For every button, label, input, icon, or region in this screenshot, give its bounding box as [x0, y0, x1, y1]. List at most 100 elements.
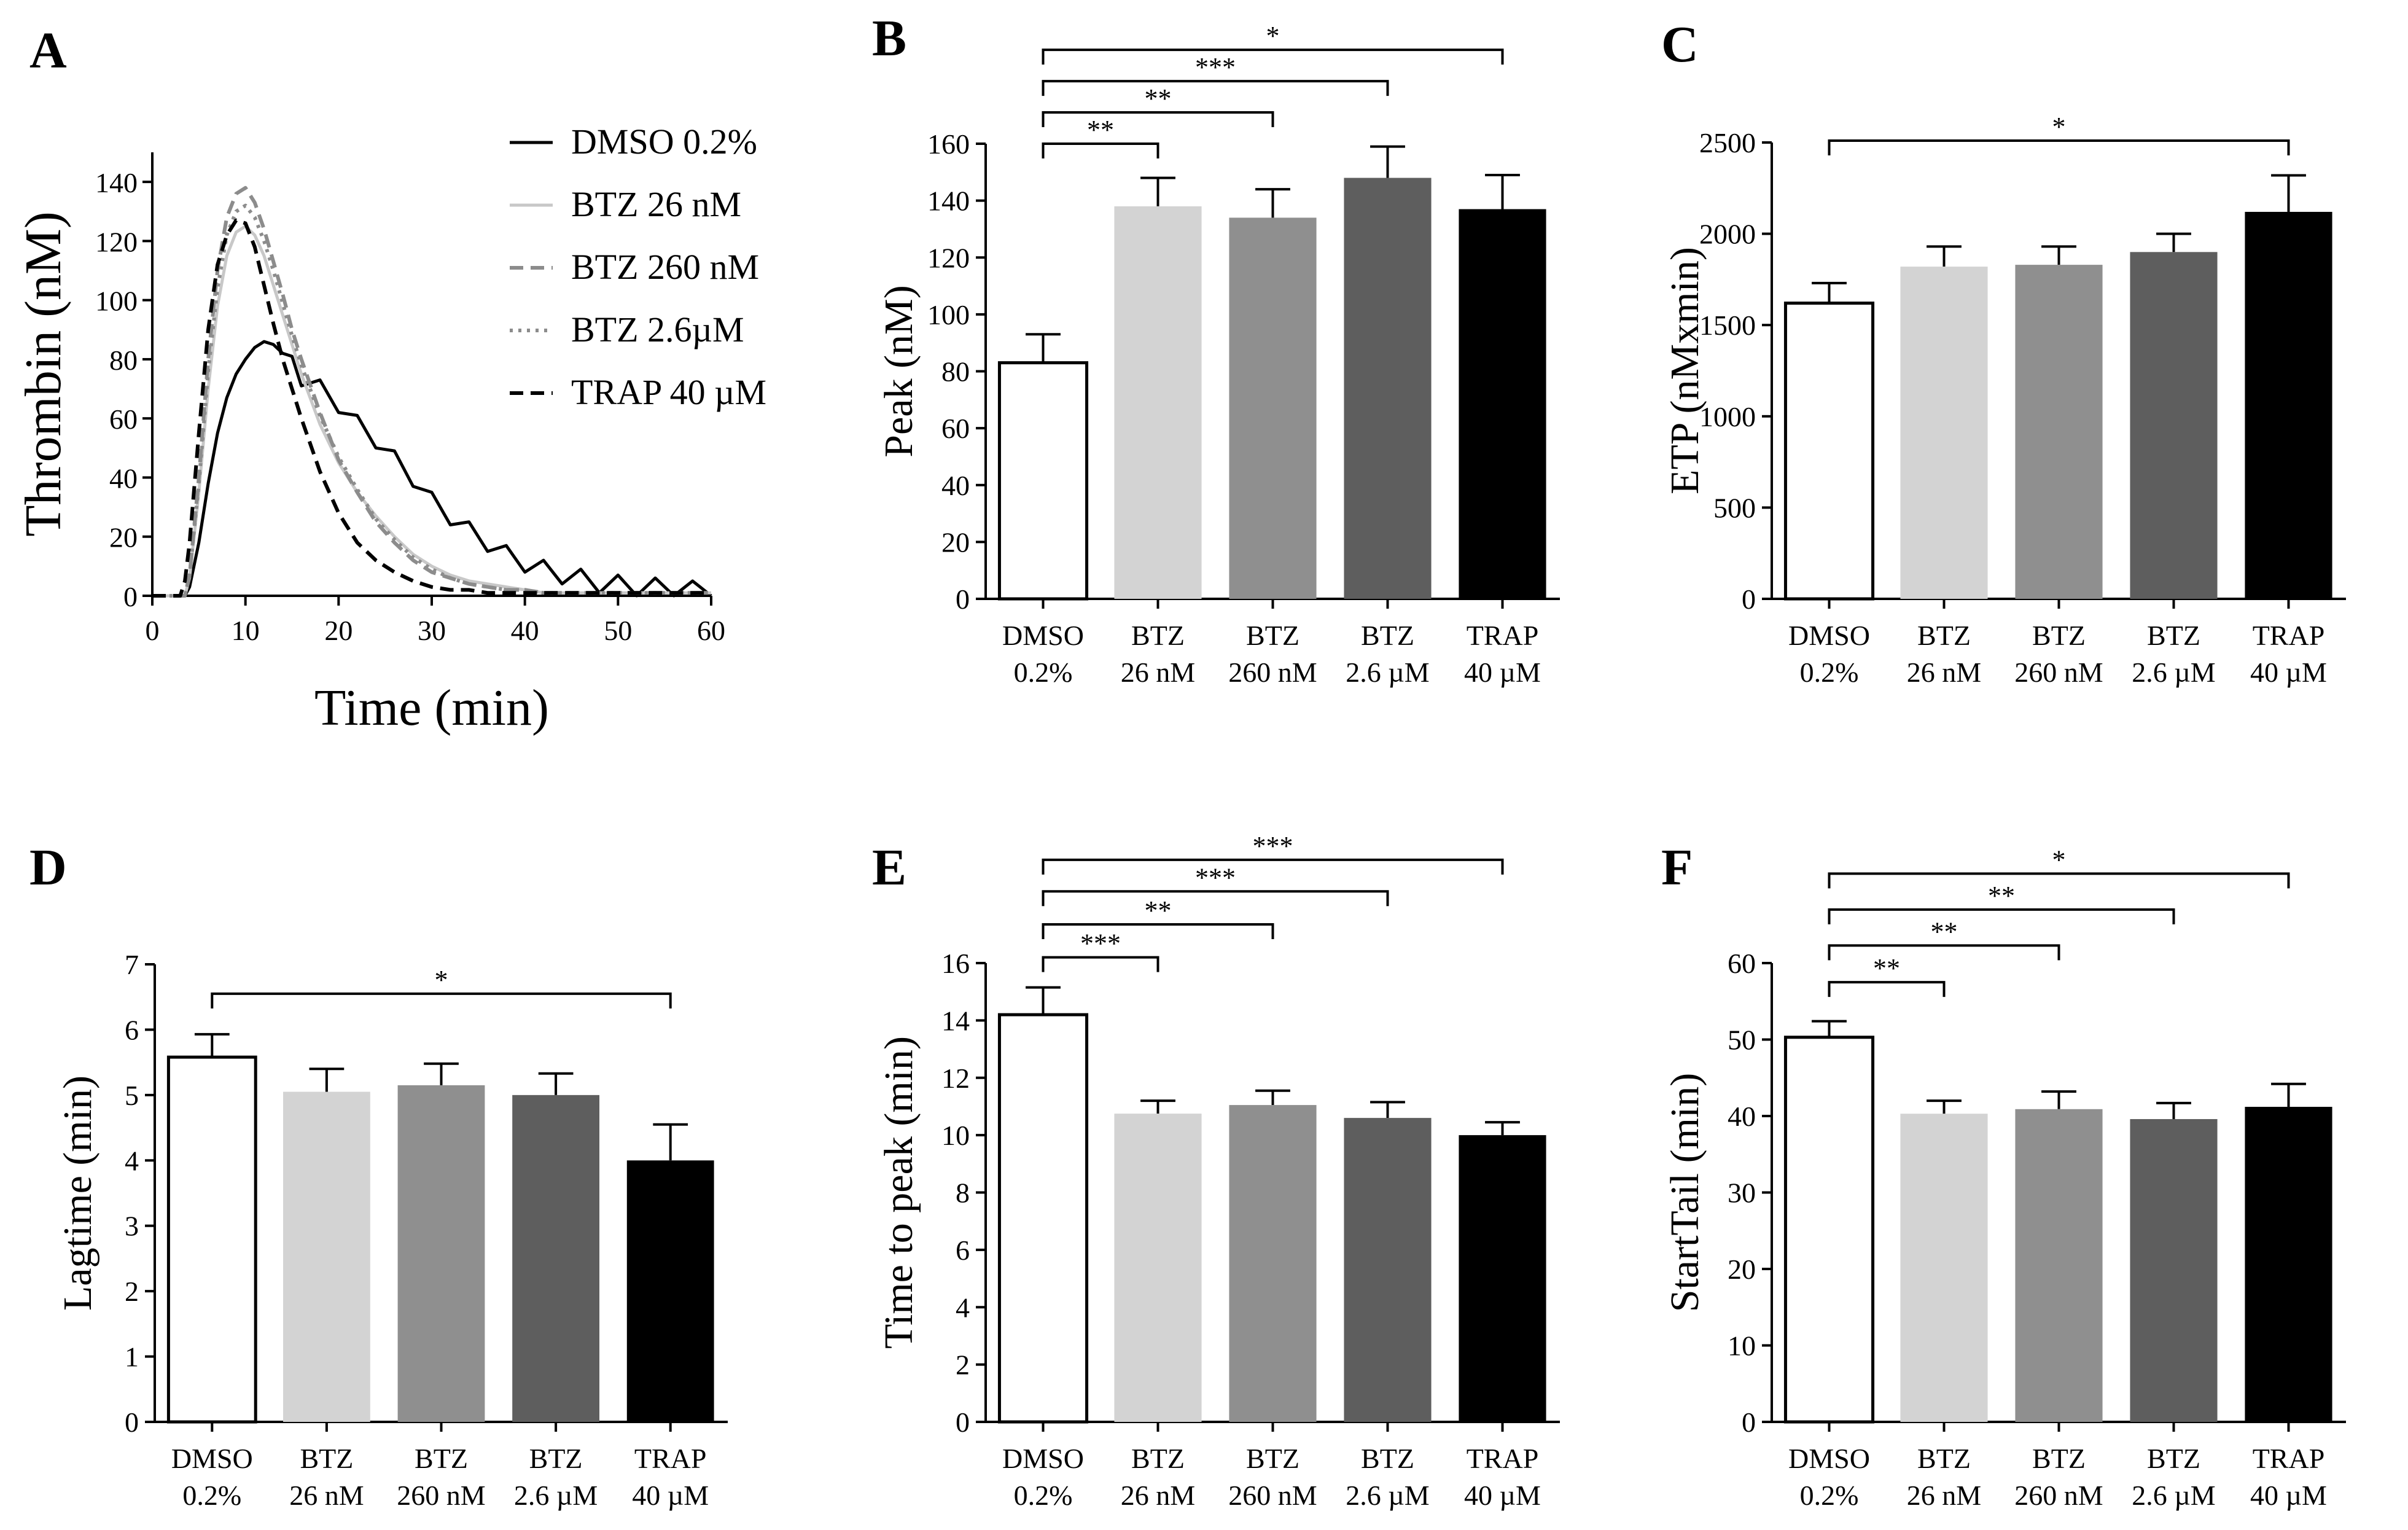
y-tick-label: 20	[1728, 1254, 1756, 1285]
significance-bracket	[1042, 49, 1504, 65]
y-tick-label: 30	[1728, 1177, 1756, 1209]
y-tick-label: 2	[125, 1276, 139, 1307]
category-sublabel: 2.6 µM	[2132, 1480, 2215, 1511]
y-tick-label: 12	[941, 1063, 970, 1094]
category-label: BTZ	[529, 1443, 583, 1474]
y-tick-label: 8	[956, 1177, 970, 1209]
panel-letter-e: E	[872, 839, 906, 896]
panel-letter-a: A	[29, 22, 67, 79]
legend-label-4: TRAP 40 µM	[571, 372, 766, 412]
y-tick-label: 0	[1742, 1407, 1756, 1438]
category-label: TRAP	[634, 1443, 707, 1474]
y-tick-label: 0	[956, 584, 970, 615]
y-tick-label: 10	[941, 1120, 970, 1151]
bar	[1229, 217, 1317, 599]
significance-label: **	[1873, 953, 1900, 983]
y-tick-label: 3	[125, 1211, 139, 1242]
category-sublabel: 26 nM	[289, 1480, 364, 1511]
y-axis-title: Peak (nM)	[876, 285, 921, 457]
category-label: BTZ	[1361, 620, 1414, 651]
category-label: BTZ	[2032, 620, 2086, 651]
category-sublabel: 2.6 µM	[1346, 1480, 1429, 1511]
y-tick-label: 14	[941, 1005, 970, 1036]
significance-label: *	[1266, 21, 1280, 51]
significance-label: **	[1931, 916, 1958, 946]
y-tick-label: 160	[927, 128, 970, 160]
category-sublabel: 260 nM	[1228, 1480, 1317, 1511]
series-line-1	[152, 224, 711, 598]
category-label: TRAP	[2253, 1443, 2325, 1474]
panel-d-lagtime-chart: D 0 1 2 3 4 5 6 7 Lagtime (min) DMSO 0.2% BTZ 26 nM B…	[29, 839, 728, 1511]
panel-e-time-to-peak-chart: E 0 2 4 6 8 10 12 14 16 Time to peak (min) DMSO 0.2…	[872, 831, 1560, 1511]
significance-bracket	[1042, 111, 1274, 128]
significance-bracket	[1828, 944, 2060, 961]
y-tick-label: 1000	[1699, 401, 1756, 432]
y-tick-label: 140	[927, 185, 970, 217]
category-label: BTZ	[2147, 620, 2200, 651]
bar	[1900, 1114, 1988, 1422]
x-tick-label: 10	[232, 615, 260, 646]
panel-a-thrombin-curve: A 0 20 40 60 80 100 120 140 0 10 20 30 40 50 60 Time (m…	[15, 22, 766, 736]
significance-bracket	[1828, 139, 2290, 156]
y-tick-label: 50	[1728, 1025, 1756, 1056]
legend-label-3: BTZ 2.6µM	[571, 310, 744, 349]
category-sublabel: 0.2%	[1800, 1480, 1859, 1511]
x-tick-label: 0	[146, 615, 160, 646]
y-tick-label: 4	[125, 1145, 139, 1176]
category-label: TRAP	[1467, 620, 1539, 651]
x-tick-label: 20	[324, 615, 353, 646]
category-label: BTZ	[1131, 1443, 1185, 1474]
y-tick-label: 40	[941, 470, 970, 501]
panel-f-starttail-chart: F 0 10 20 30 40 50 60 StartTail (min) DMSO 0.2% BT…	[1661, 839, 2346, 1511]
significance-bracket	[1828, 872, 2290, 889]
series-line-4	[152, 218, 711, 598]
y-tick-label: 60	[1728, 948, 1756, 979]
significance-label: **	[1087, 115, 1114, 145]
category-label: DMSO	[1788, 1443, 1870, 1474]
panel-letter-c: C	[1661, 16, 1699, 73]
bar	[2245, 211, 2332, 599]
x-tick-label: 60	[697, 615, 725, 646]
y-tick-label: 60	[109, 404, 138, 435]
y-tick-label: 0	[123, 581, 138, 612]
x-tick-label: 30	[418, 615, 446, 646]
category-sublabel: 260 nM	[1228, 657, 1317, 688]
bar	[2015, 1109, 2103, 1422]
panel-letter-f: F	[1661, 839, 1693, 896]
panel-b-peak-chart: B 0 20 40 60 80 100 120 140 160 Peak (nM) DMSO 0.2%…	[872, 10, 1560, 688]
y-tick-label: 80	[109, 345, 138, 376]
category-label: DMSO	[1002, 1443, 1084, 1474]
y-tick-label: 10	[1728, 1330, 1756, 1362]
y-tick-label: 4	[956, 1292, 970, 1323]
series-line-3	[152, 203, 711, 598]
panel-c-etp-chart: C 0 500 1000 1500 2000 2500 ETP (nMxmin) DMSO 0.…	[1661, 16, 2346, 688]
y-tick-label: 500	[1713, 492, 1756, 523]
category-sublabel: 40 µM	[1464, 657, 1541, 688]
panel-letter-b: B	[872, 10, 906, 67]
y-tick-label: 6	[125, 1014, 139, 1045]
y-tick-label: 120	[927, 242, 970, 273]
y-tick-label: 7	[125, 949, 139, 980]
x-axis-title: Time (min)	[314, 679, 549, 736]
y-tick-label: 40	[1728, 1101, 1756, 1132]
y-tick-label: 60	[941, 413, 970, 444]
x-tick-label: 50	[604, 615, 632, 646]
y-tick-label: 20	[109, 522, 138, 553]
bar	[1900, 267, 1988, 599]
bar	[997, 1013, 1089, 1424]
category-label: DMSO	[1788, 620, 1870, 651]
significance-label: ***	[1080, 929, 1121, 959]
category-label: BTZ	[1246, 1443, 1299, 1474]
y-axis-title: Thrombin (nM)	[15, 211, 72, 537]
bar	[1783, 1036, 1875, 1424]
significance-label: **	[1145, 84, 1172, 114]
y-tick-label: 140	[95, 167, 138, 198]
category-sublabel: 260 nM	[2014, 657, 2103, 688]
bar	[1459, 1135, 1546, 1422]
panel-letter-d: D	[29, 839, 67, 896]
y-tick-label: 20	[941, 526, 970, 558]
significance-label: ***	[1195, 52, 1236, 82]
y-tick-label: 2	[956, 1349, 970, 1381]
significance-bracket	[211, 992, 672, 1009]
category-label: DMSO	[171, 1443, 253, 1474]
